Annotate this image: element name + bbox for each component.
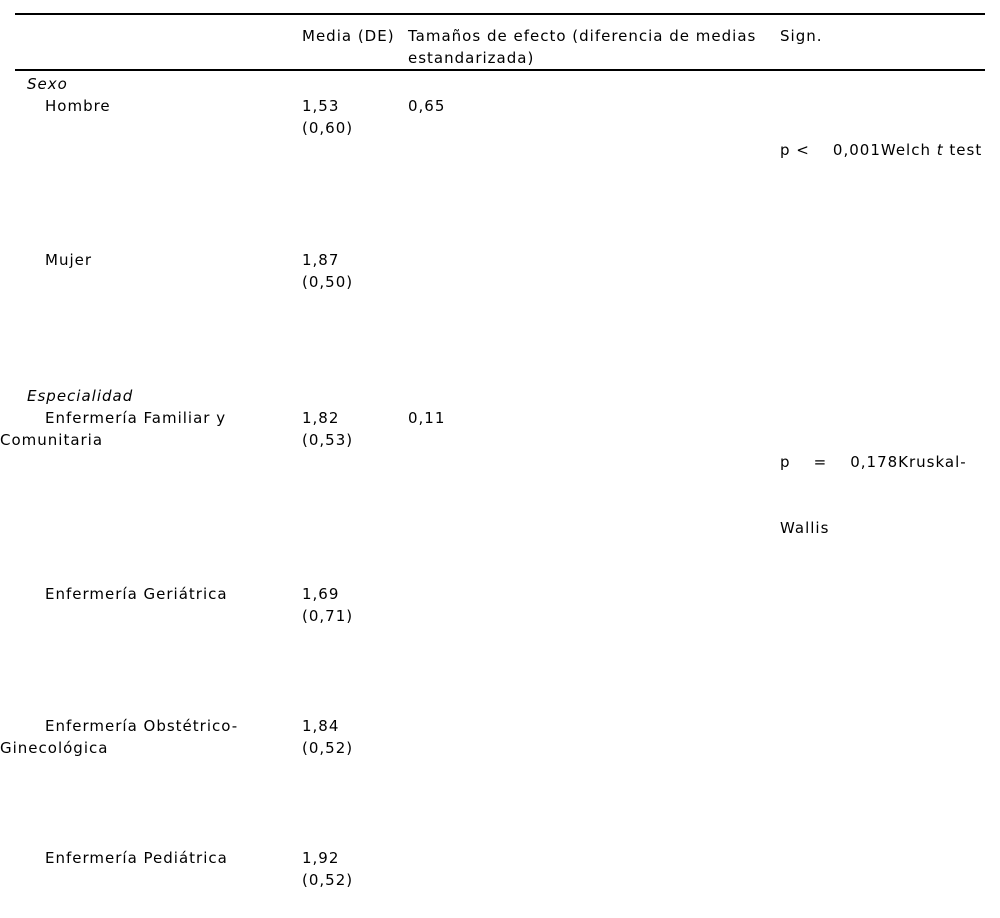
header-sig: Sign. [780, 26, 823, 45]
mean-sd-cell: 1,69 (0,71) [302, 583, 408, 715]
mean-value: 1,92 [302, 849, 340, 867]
header-efecto: Tamaños de efecto (diferencia de medias … [408, 26, 757, 67]
mean-sd-cell: 1,82 (0,53) [302, 407, 408, 583]
effect-cell [408, 847, 780, 918]
sig-line2: Wallis [780, 519, 830, 537]
table-row: Enfermería Pediátrica 1,92 (0,52) [0, 847, 995, 918]
sd-value: (0,52) [302, 739, 354, 757]
row-label: Enfermería Geriátrica [45, 585, 228, 603]
mean-sd-cell: 1,92 (0,52) [302, 847, 408, 918]
group-label: Especialidad [27, 387, 134, 405]
sig-line1: p = 0,178Kruskal- [780, 451, 995, 473]
table-top-rule [15, 13, 985, 15]
sd-value: (0,50) [302, 273, 354, 291]
table-row: Enfermería Obstétrico-Ginecológica 1,84 … [0, 715, 995, 847]
sd-value: (0,71) [302, 607, 354, 625]
effect-cell [408, 715, 780, 847]
row-label: Enfermería Pediátrica [45, 849, 228, 867]
group-row: Especialidad [0, 385, 995, 407]
sd-value: (0,60) [302, 119, 354, 137]
sd-value: (0,53) [302, 431, 354, 449]
group-row: Sexo [0, 73, 995, 95]
mean-sd-cell: 1,84 (0,52) [302, 715, 408, 847]
sig-cell [780, 715, 995, 847]
sig-cell [780, 583, 995, 715]
table-row: Mujer 1,87 (0,50) [0, 249, 995, 381]
row-label: Hombre [45, 97, 111, 115]
row-label: Mujer [45, 251, 93, 269]
mean-sd-cell: 1,53 (0,60) [302, 95, 408, 249]
mean-sd-cell: 1,87 (0,50) [302, 249, 408, 381]
group-label: Sexo [27, 75, 68, 93]
sig-cell: p < 0,001Welch t test [780, 95, 995, 249]
row-label: Enfermería Familiar y Comunitaria [0, 409, 227, 449]
mean-value: 1,69 [302, 585, 340, 603]
table-header: Media (DE) Tamaños de efecto (diferencia… [0, 15, 995, 69]
table-body: Sexo Hombre 1,53 (0,60) 0,65 p < 0,001We… [0, 71, 995, 918]
mean-value: 1,87 [302, 251, 340, 269]
effect-cell: 0,65 [408, 97, 446, 115]
effect-cell [408, 249, 780, 381]
effect-cell [408, 583, 780, 715]
sig-italic: t [936, 141, 944, 159]
table-header-rule [15, 68, 985, 71]
sig-text: test [943, 141, 983, 159]
mean-value: 1,53 [302, 97, 340, 115]
mean-value: 1,82 [302, 409, 340, 427]
sig-cell: p = 0,178Kruskal- Wallis [780, 407, 995, 583]
sig-text: p < 0,001Welch [780, 141, 937, 159]
table-row: Enfermería Familiar y Comunitaria 1,82 (… [0, 407, 995, 583]
table-row: Hombre 1,53 (0,60) 0,65 p < 0,001Welch t… [0, 95, 995, 249]
sig-cell [780, 249, 995, 381]
header-media: Media (DE) [302, 26, 395, 45]
row-label: Enfermería Obstétrico-Ginecológica [0, 717, 239, 757]
sig-line1: p < 0,001Welch t test [780, 139, 995, 161]
sig-cell [780, 847, 995, 918]
effect-cell: 0,11 [408, 409, 446, 427]
header-corner-cell [0, 25, 302, 69]
table-row: Enfermería Geriátrica 1,69 (0,71) [0, 583, 995, 715]
mean-value: 1,84 [302, 717, 340, 735]
sig-text: p = 0,178Kruskal- [780, 453, 967, 471]
sd-value: (0,52) [302, 871, 354, 889]
